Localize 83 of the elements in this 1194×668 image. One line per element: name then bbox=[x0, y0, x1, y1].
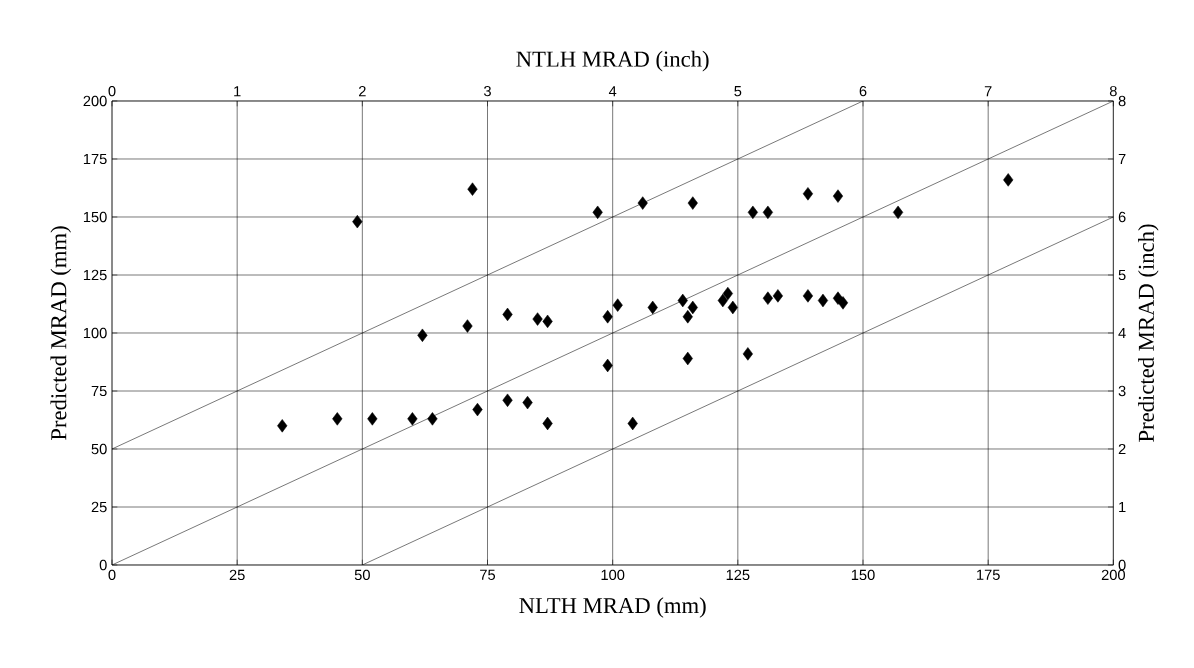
y-tick-label: 75 bbox=[91, 385, 107, 397]
point bbox=[747, 205, 758, 220]
point bbox=[742, 347, 753, 361]
x2-tick-label: 0 bbox=[108, 85, 116, 97]
y2-axis-title: Predicted MRAD (inch) bbox=[1138, 224, 1159, 442]
point bbox=[472, 402, 483, 417]
x-axis-title: NLTH MRAD (mm) bbox=[519, 597, 706, 618]
x-tick-label: 0 bbox=[108, 569, 116, 581]
point bbox=[687, 196, 698, 210]
point bbox=[407, 412, 418, 426]
point bbox=[892, 205, 904, 220]
point bbox=[802, 187, 814, 201]
point bbox=[467, 182, 478, 196]
point bbox=[762, 291, 773, 305]
point bbox=[367, 412, 378, 426]
point bbox=[722, 286, 733, 301]
point bbox=[542, 314, 553, 329]
point bbox=[602, 310, 613, 324]
x-tick-label: 50 bbox=[354, 569, 370, 581]
point bbox=[762, 205, 773, 220]
x-tick-label: 75 bbox=[480, 569, 496, 580]
x2-tick-label: 6 bbox=[859, 85, 867, 97]
y2-tick-label: 6 bbox=[1118, 211, 1126, 223]
y2-tick-label: 4 bbox=[1118, 327, 1126, 339]
point bbox=[802, 289, 814, 303]
y-tick-label: 50 bbox=[91, 443, 107, 455]
x2-tick-label: 3 bbox=[483, 85, 491, 97]
x2-tick-label: 5 bbox=[734, 86, 742, 97]
y-axis-title: Predicted MRAD (mm) bbox=[50, 226, 72, 440]
point bbox=[602, 358, 613, 373]
point bbox=[682, 310, 693, 324]
y2-tick-label: 1 bbox=[1119, 501, 1126, 513]
x2-tick-label: 7 bbox=[984, 86, 992, 97]
point bbox=[502, 307, 513, 322]
point bbox=[1003, 173, 1014, 187]
x-tick-label: 150 bbox=[851, 569, 875, 581]
point bbox=[677, 293, 688, 308]
point bbox=[532, 312, 543, 326]
point bbox=[817, 293, 829, 308]
x2-tick-label: 1 bbox=[234, 86, 241, 97]
x2-tick-label: 2 bbox=[358, 86, 366, 97]
y2-tick-label: 5 bbox=[1118, 269, 1126, 281]
point bbox=[682, 351, 693, 366]
x-tick-label: 25 bbox=[229, 569, 245, 581]
y-tick-label: 25 bbox=[91, 501, 107, 513]
y-tick-label: 0 bbox=[99, 559, 107, 571]
point bbox=[502, 393, 513, 407]
point bbox=[427, 412, 438, 426]
point bbox=[637, 196, 648, 210]
y-tick-label: 175 bbox=[83, 153, 107, 165]
point bbox=[687, 300, 698, 315]
point bbox=[542, 416, 553, 431]
y-tick-label: 100 bbox=[83, 327, 107, 339]
y2-tick-label: 7 bbox=[1118, 153, 1126, 165]
point bbox=[277, 419, 288, 433]
x-tick-label: 175 bbox=[977, 569, 1000, 580]
y2-tick-label: 0 bbox=[1118, 559, 1126, 571]
y-tick-label: 200 bbox=[83, 95, 107, 107]
point bbox=[772, 289, 783, 303]
point bbox=[462, 319, 473, 333]
y2-tick-label: 3 bbox=[1118, 385, 1126, 397]
x-tick-label: 200 bbox=[1101, 569, 1125, 581]
y-tick-label: 150 bbox=[83, 211, 107, 223]
x2-axis-title: NTLH MRAD (inch) bbox=[516, 50, 709, 72]
point bbox=[627, 416, 638, 431]
point bbox=[352, 214, 363, 229]
x2-tick-label: 4 bbox=[608, 86, 617, 97]
point bbox=[832, 189, 844, 203]
x-tick-label: 125 bbox=[726, 569, 750, 581]
x2-tick-label: 8 bbox=[1109, 85, 1117, 97]
x-tick-label: 100 bbox=[601, 569, 625, 581]
point bbox=[332, 412, 343, 426]
y2-tick-label: 8 bbox=[1118, 95, 1126, 107]
point bbox=[717, 293, 728, 308]
point bbox=[837, 296, 849, 310]
y-tick-label: 125 bbox=[83, 269, 107, 281]
point bbox=[417, 328, 428, 342]
point bbox=[612, 298, 623, 312]
point bbox=[592, 205, 603, 220]
point bbox=[727, 300, 738, 315]
y2-tick-label: 2 bbox=[1118, 443, 1126, 455]
point bbox=[647, 300, 658, 315]
point bbox=[522, 395, 533, 410]
